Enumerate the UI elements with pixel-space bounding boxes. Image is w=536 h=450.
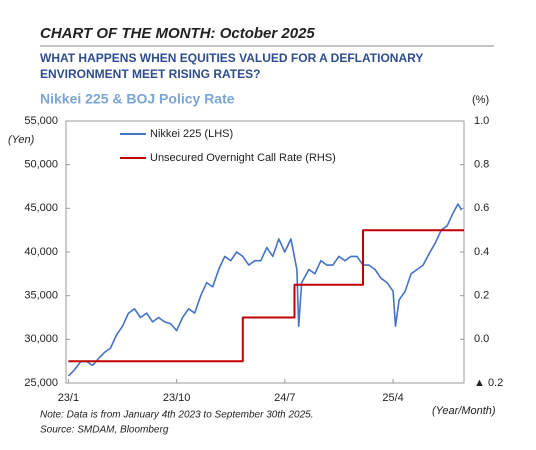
note: Source: SMDAM, Bloomberg — [40, 425, 169, 436]
chart-title: Nikkei 225 & BOJ Policy Rate — [40, 91, 235, 107]
y2-axis-label: (%) — [472, 94, 489, 106]
y-axis-label: (Yen) — [8, 134, 35, 146]
y-tick-label: 50,000 — [24, 159, 58, 171]
y-tick-label: 55,000 — [24, 115, 58, 127]
x-tick-label: 24/7 — [274, 392, 295, 404]
y-tick-label: 35,000 — [24, 290, 58, 302]
y-tick-label: 45,000 — [24, 202, 58, 214]
subtitle: ENVIRONMENT MEET RISING RATES? — [40, 67, 260, 81]
y-tick-label: 30,000 — [24, 333, 58, 345]
y2-tick-label: 0.0 — [474, 333, 489, 345]
series-line — [67, 203, 463, 377]
y2-tick-label: 0.4 — [474, 246, 489, 258]
note: Note: Data is from January 4th 2023 to S… — [40, 410, 314, 421]
subtitle: WHAT HAPPENS WHEN EQUITIES VALUED FOR A … — [40, 51, 423, 65]
series-line — [68, 229, 464, 363]
legend-label: Unsecured Overnight Call Rate (RHS) — [150, 152, 336, 164]
x-axis-label: (Year/Month) — [432, 405, 496, 417]
x-tick-label: 23/1 — [58, 392, 79, 404]
y-tick-label: 25,000 — [24, 377, 58, 389]
y2-tick-label: 0.8 — [474, 159, 489, 171]
legend-label: Nikkei 225 (LHS) — [150, 128, 233, 140]
x-tick-label: 25/4 — [382, 392, 403, 404]
page-title: CHART OF THE MONTH: October 2025 — [40, 25, 315, 42]
y2-tick-label: 0.6 — [474, 202, 489, 214]
y-tick-label: 40,000 — [24, 246, 58, 258]
y2-tick-label: 1.0 — [474, 115, 489, 127]
y2-tick-label: 0.2 — [474, 290, 489, 302]
x-tick-label: 23/10 — [163, 392, 191, 404]
y2-tick-label: ▲ 0.2 — [474, 377, 503, 389]
